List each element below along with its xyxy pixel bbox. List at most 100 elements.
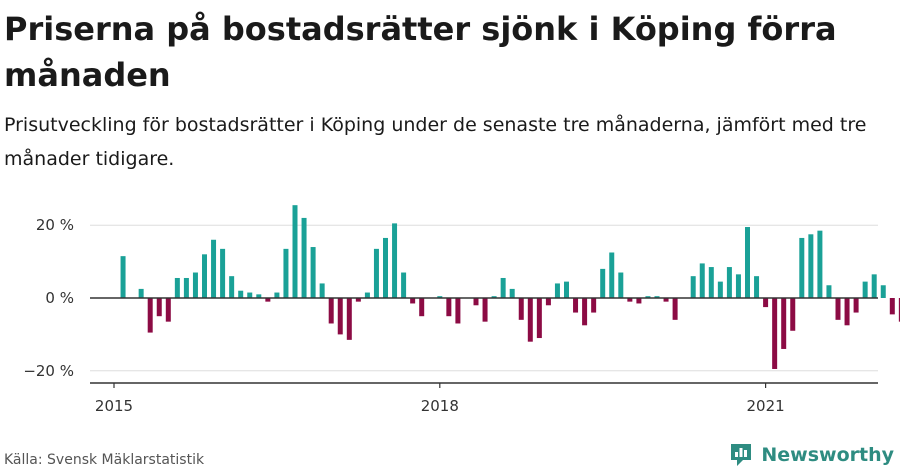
bar (663, 298, 669, 302)
bar (491, 296, 497, 298)
bar (138, 288, 144, 298)
x-tick-label: 2015 (95, 397, 133, 415)
bar (265, 298, 271, 302)
bar (645, 296, 651, 298)
bar (446, 298, 452, 317)
bar (392, 223, 398, 298)
y-tick-label: 20 % (36, 216, 74, 234)
bar (609, 252, 615, 298)
bar (853, 298, 859, 313)
bar (482, 298, 488, 322)
bar (763, 298, 769, 308)
bar (238, 290, 244, 298)
bar (229, 276, 235, 298)
bar (536, 298, 542, 339)
x-tick-label: 2021 (747, 397, 785, 415)
y-tick-label: −20 % (23, 362, 74, 380)
bar (274, 292, 280, 298)
bar (817, 230, 823, 298)
labels-layer: 20 %0 %−20 %2015201820212023−15 % (23, 216, 785, 415)
bar (627, 298, 633, 302)
bar (419, 298, 425, 317)
bar (410, 298, 416, 304)
brand-logo[interactable]: Newsworthy (729, 442, 894, 468)
chart-subtitle: Prisutveckling för bostadsrätter i Köpin… (4, 114, 867, 170)
source-note: Källa: Svensk Mäklarstatistik (4, 452, 205, 468)
bar (346, 298, 352, 340)
chart-title: Priserna på bostadsrätter sjönk i Köping… (4, 10, 837, 94)
bar (582, 298, 588, 326)
bar (844, 298, 850, 326)
bar (699, 263, 705, 298)
bar (573, 298, 579, 313)
bar (220, 248, 226, 298)
bar (211, 239, 217, 298)
bar (880, 285, 886, 298)
bar (745, 227, 750, 298)
bar (554, 283, 560, 298)
bar (726, 267, 732, 298)
bar (364, 292, 370, 298)
bar (889, 298, 895, 315)
bar (310, 247, 316, 298)
bar (455, 298, 461, 324)
bar (754, 276, 760, 298)
bar (672, 298, 678, 320)
bar (319, 283, 325, 298)
bar-chart-logo-icon (731, 444, 752, 466)
bar (835, 298, 841, 320)
bar (654, 296, 660, 298)
bar (192, 272, 198, 298)
grid-layer (90, 224, 878, 372)
bars-layer (120, 205, 900, 369)
bar (708, 267, 714, 298)
bar (564, 281, 569, 298)
bar (545, 298, 551, 306)
bar-chart: 20 %0 %−20 %2015201820212023−15 % (23, 205, 900, 415)
bar (147, 298, 153, 333)
bar (156, 298, 162, 317)
bar (500, 277, 506, 298)
bar (120, 256, 126, 298)
bar (717, 281, 723, 298)
bar (509, 288, 515, 298)
bar (247, 292, 253, 298)
bar (283, 248, 289, 298)
bar (799, 237, 805, 298)
bar (292, 205, 298, 298)
bar (862, 281, 868, 298)
bar (871, 274, 877, 298)
bar (618, 272, 624, 298)
bar (337, 298, 343, 335)
x-tick-label: 2018 (421, 397, 459, 415)
bar (690, 276, 696, 298)
bar (527, 298, 533, 342)
bar (355, 298, 361, 302)
bar (735, 274, 741, 298)
bar (781, 298, 787, 349)
bar (772, 298, 778, 369)
bar (808, 234, 814, 298)
bar (401, 272, 407, 298)
axis-layer (90, 297, 878, 388)
bar (518, 298, 524, 320)
bar (600, 268, 606, 298)
bar (373, 248, 379, 298)
bar (473, 298, 479, 306)
bar (898, 298, 900, 322)
bar (183, 277, 189, 298)
bar (328, 298, 334, 324)
bar (636, 298, 642, 304)
bar (174, 277, 180, 298)
bar (383, 237, 388, 298)
bar (437, 296, 443, 298)
bar (202, 254, 207, 298)
y-tick-label: 0 % (45, 289, 74, 307)
bar (826, 285, 832, 298)
bar (165, 298, 171, 322)
bar (591, 298, 597, 313)
brand-name: Newsworthy (761, 444, 894, 466)
bar (790, 298, 796, 331)
bar (256, 294, 262, 298)
bar (301, 217, 307, 298)
